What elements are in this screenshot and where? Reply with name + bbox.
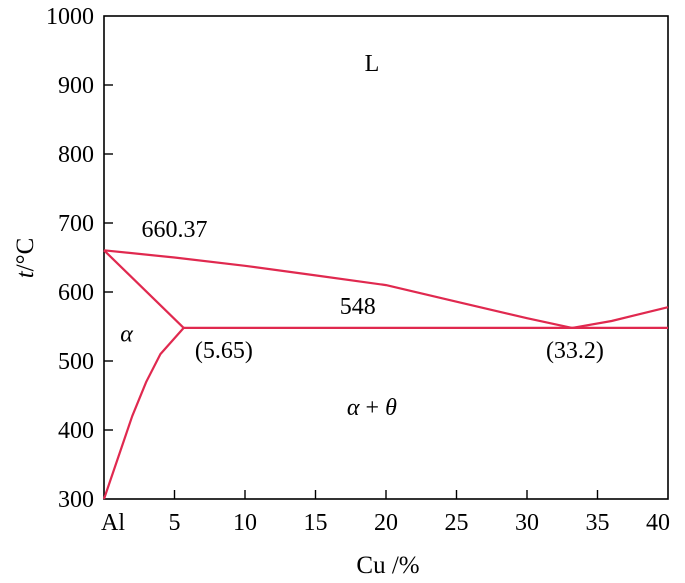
y-axis-title-symbol: t xyxy=(12,270,39,278)
label-eutectic-temp: 548 xyxy=(340,294,376,320)
x-tick-label-5: 5 xyxy=(169,510,181,536)
phase-boundary-curves xyxy=(102,249,669,500)
label-alpha: α xyxy=(120,322,133,348)
label-solubility-limit: (5.65) xyxy=(195,338,253,364)
y-axis-title: t/°C xyxy=(12,238,39,279)
label-alpha-plus-theta-alpha: α xyxy=(347,395,360,421)
label-alpha-plus-theta: α + θ xyxy=(347,395,397,421)
y-tick-label-800: 800 xyxy=(58,142,94,168)
plot-frame xyxy=(103,15,669,500)
x-tick-label-10: 10 xyxy=(233,510,257,536)
curve-liquidus-cu-side xyxy=(571,306,669,329)
y-tick-label-500: 500 xyxy=(58,349,94,375)
x-tick-label-40: 40 xyxy=(646,510,670,536)
curve-solvus xyxy=(102,327,185,500)
label-eutectic-comp: (33.2) xyxy=(546,338,604,364)
x-tick-label-Al: Al xyxy=(101,510,125,536)
x-tick-label-30: 30 xyxy=(515,510,539,536)
x-tick-label-35: 35 xyxy=(586,510,610,536)
y-tick-label-700: 700 xyxy=(58,211,94,237)
label-melting-point: 660.37 xyxy=(142,217,208,243)
label-liquid: L xyxy=(365,51,380,77)
y-tick-label-600: 600 xyxy=(58,280,94,306)
y-tick-label-300: 300 xyxy=(58,487,94,513)
curve-solidus xyxy=(103,249,185,329)
y-axis-ticks: 300 400 500 600 700 800 900 1000 xyxy=(46,4,113,513)
y-tick-label-900: 900 xyxy=(58,73,94,99)
label-alpha-plus-theta-theta: θ xyxy=(385,395,397,421)
curve-liquidus-al-side xyxy=(103,249,573,329)
x-axis-ticks: Al 5 10 15 20 25 30 35 40 xyxy=(101,490,670,536)
y-axis-title-unit: /°C xyxy=(12,238,39,272)
x-tick-label-15: 15 xyxy=(304,510,328,536)
y-tick-label-400: 400 xyxy=(58,418,94,444)
y-tick-label-1000: 1000 xyxy=(46,4,94,30)
label-alpha-plus-theta-plus: + xyxy=(360,395,386,421)
x-axis-title: Cu /% xyxy=(356,552,419,579)
phase-annotations: α + θ L 660.37 α 548 (5.65) (33.2) xyxy=(120,51,604,421)
x-tick-label-25: 25 xyxy=(445,510,469,536)
x-tick-label-20: 20 xyxy=(374,510,398,536)
plot-border xyxy=(103,15,669,500)
